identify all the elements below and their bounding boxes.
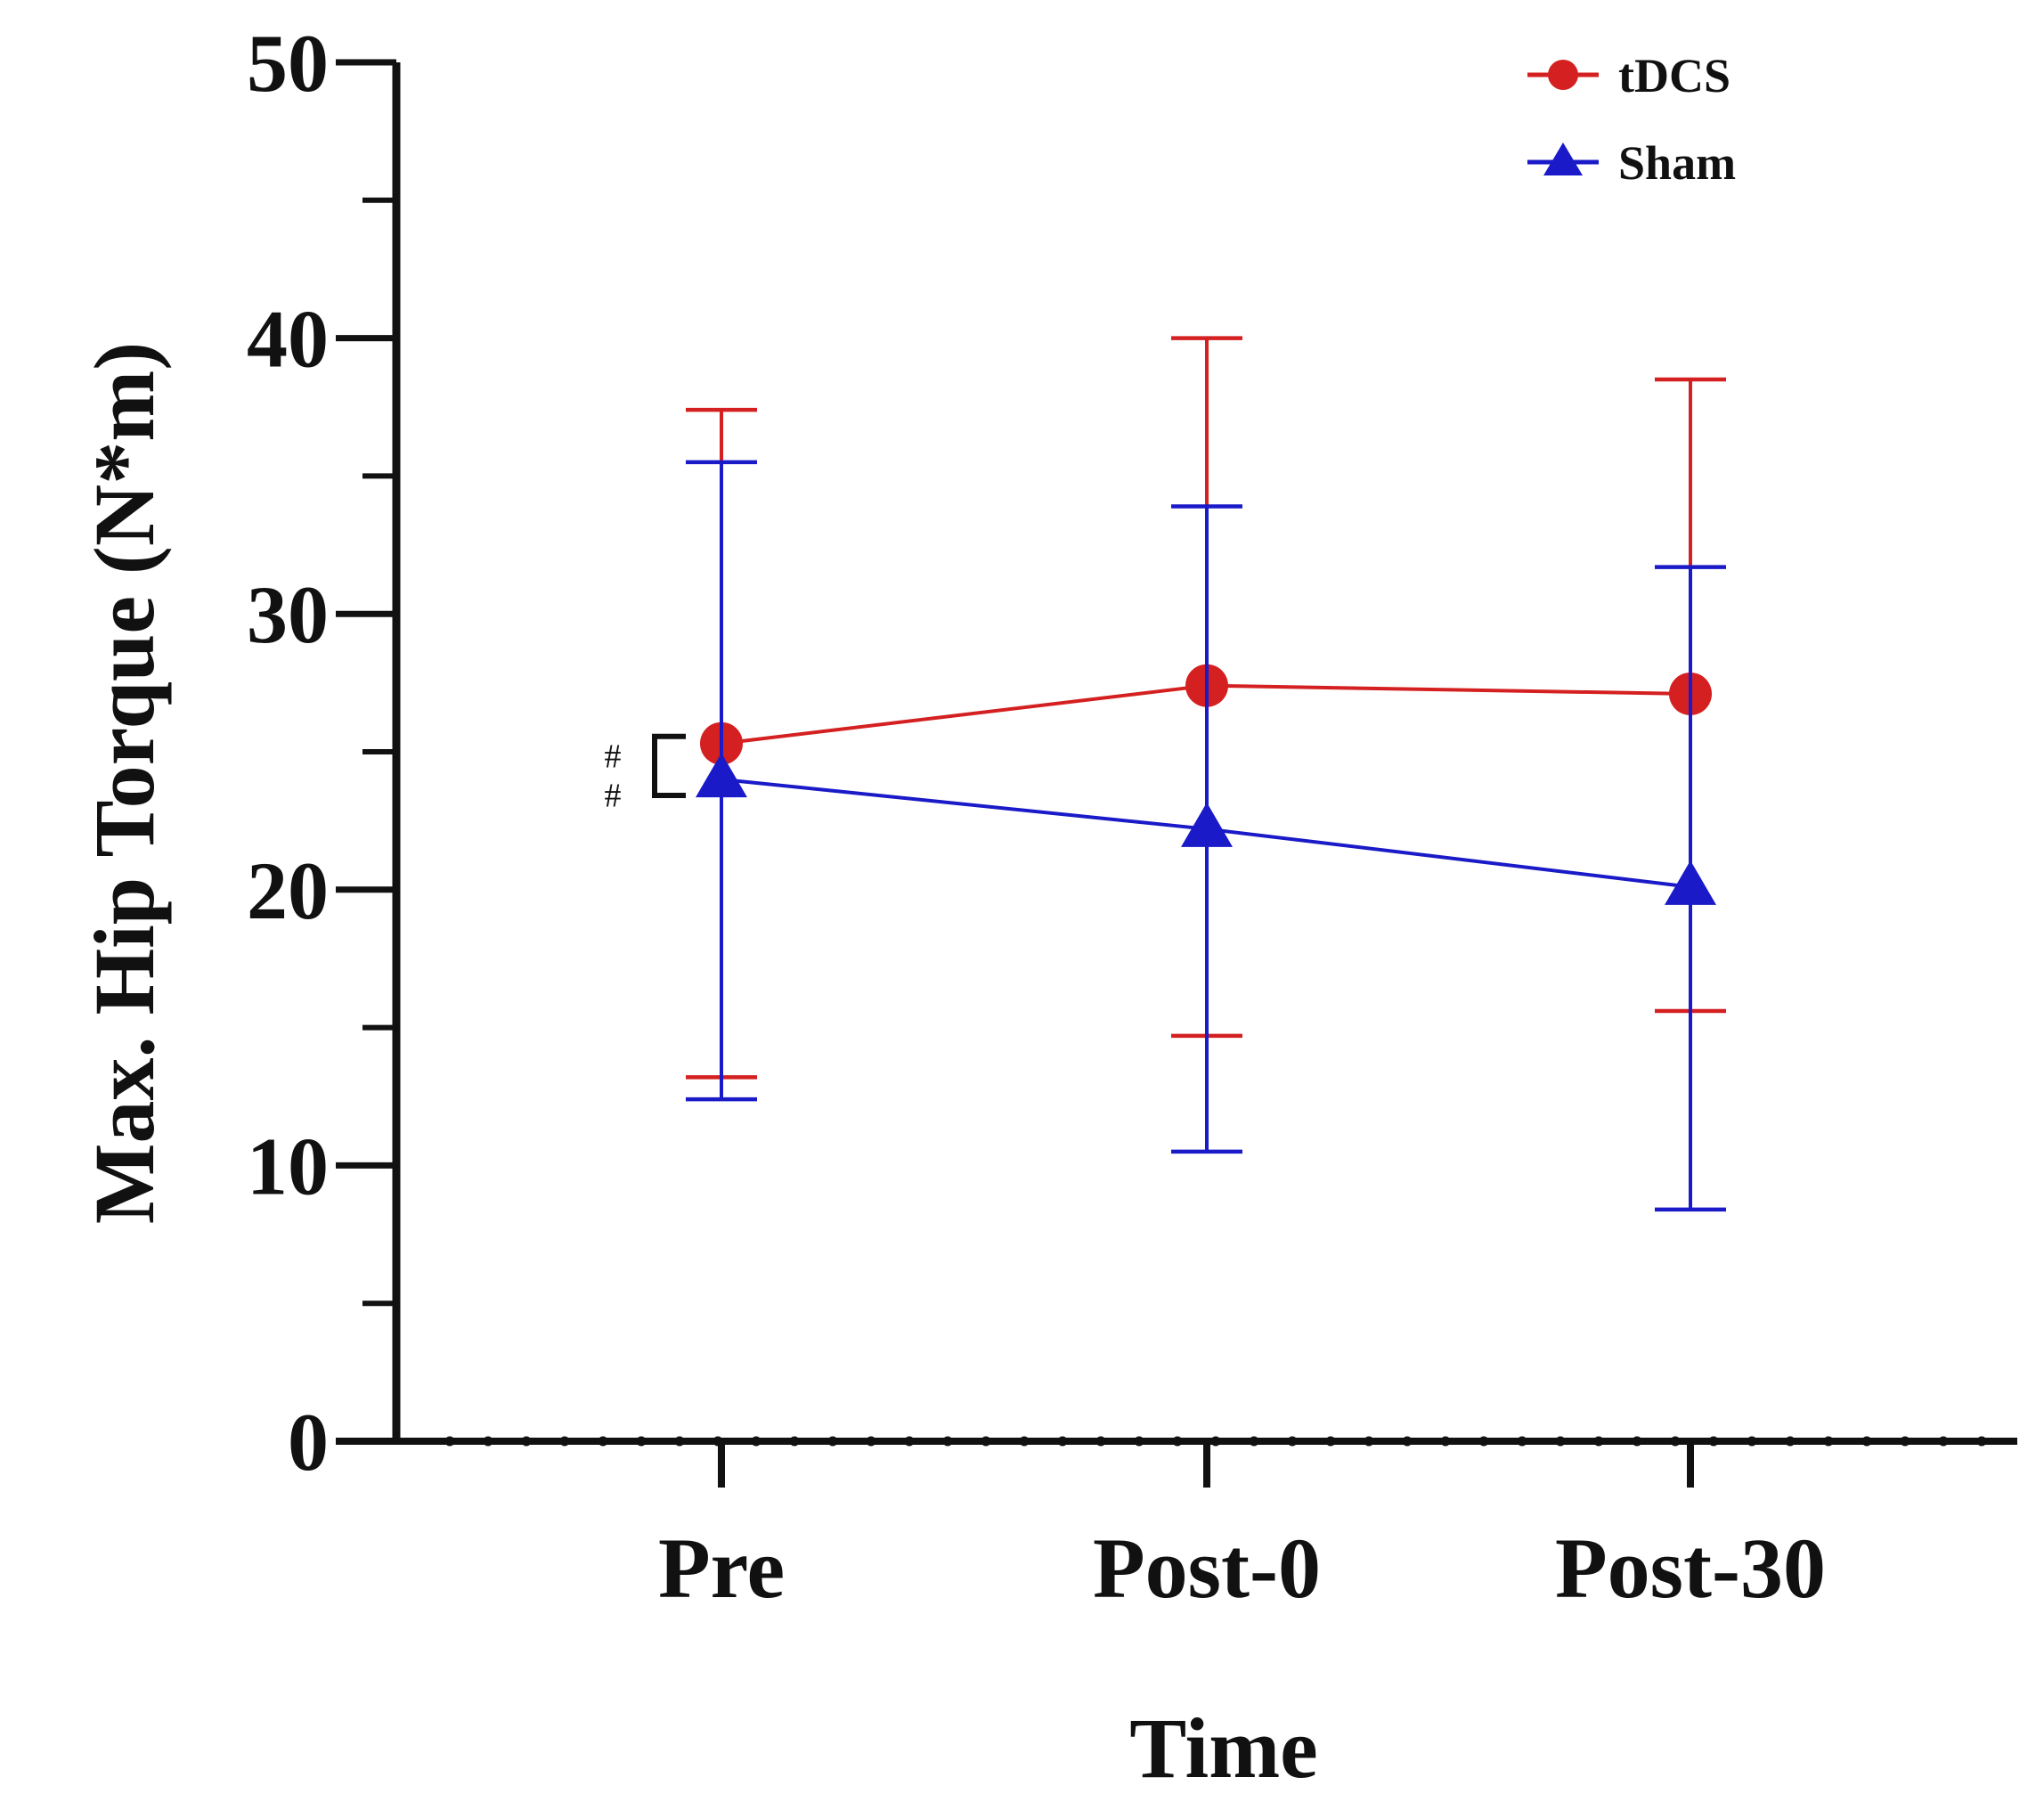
x-axis-dot (559, 1436, 570, 1447)
x-axis-dot (444, 1436, 455, 1447)
data-point (696, 753, 747, 798)
y-axis-title: Max. Hip Torque (N*m) (77, 342, 172, 1224)
x-axis-dot (1402, 1436, 1413, 1447)
x-tick-label: Post-0 (1093, 1520, 1321, 1616)
x-axis-dot (1632, 1436, 1642, 1447)
x-axis-dot (1210, 1436, 1221, 1447)
x-axis-dot (1708, 1436, 1719, 1447)
y-tick-label: 40 (247, 294, 329, 385)
legend: tDCS Sham (1527, 49, 1736, 190)
x-axis-dot (1287, 1436, 1298, 1447)
data-point (1665, 860, 1716, 905)
y-tick-label: 10 (247, 1121, 329, 1211)
x-axis-dot (1134, 1436, 1144, 1447)
x-axis-dot (1057, 1436, 1068, 1447)
x-axis-dot (636, 1436, 647, 1447)
x-axis-dot (1938, 1436, 1949, 1447)
x-axis-dot (1861, 1436, 1872, 1447)
x-axis-dot (1823, 1436, 1834, 1447)
axes (336, 59, 2017, 1488)
x-axis-dot (827, 1436, 838, 1447)
y-tick-label: 30 (247, 569, 329, 660)
labels: 0 10 20 30 40 50 Pre Post-0 Post-30 Time Max. Hip … (77, 18, 1826, 1796)
x-axis-dot (1440, 1436, 1451, 1447)
x-axis-dot (1478, 1436, 1489, 1447)
legend-label: tDCS (1618, 49, 1730, 102)
x-axis-dot (483, 1436, 493, 1447)
legend-label: Sham (1618, 136, 1736, 190)
x-axis-dot (1517, 1436, 1527, 1447)
x-tick-label: Pre (658, 1520, 785, 1616)
x-tick-label: Post-30 (1555, 1520, 1826, 1616)
x-axis-dot (981, 1436, 991, 1447)
x-axis-dot (521, 1436, 532, 1447)
x-axis-dot (1747, 1436, 1757, 1447)
x-axis-dot (1670, 1436, 1681, 1447)
x-axis-dot (1900, 1436, 1910, 1447)
significance-mark: # (605, 738, 622, 776)
x-axis-dot (1785, 1436, 1796, 1447)
x-axis-dot (904, 1436, 915, 1447)
series-sham (686, 460, 1726, 1212)
series-layer (686, 336, 1726, 1212)
x-axis-dot (942, 1436, 953, 1447)
x-axis-dot (1095, 1436, 1106, 1447)
x-axis-dot (866, 1436, 876, 1447)
annotation-layer: ## (605, 733, 686, 815)
x-axis-dot (1249, 1436, 1259, 1447)
x-axis-dot (1172, 1436, 1183, 1447)
x-axis-dot (1019, 1436, 1030, 1447)
x-axis-dot (1593, 1436, 1604, 1447)
legend-marker (1548, 60, 1578, 90)
y-tick-label: 50 (247, 18, 329, 109)
x-axis-title: Time (1129, 1700, 1318, 1796)
x-axis-dot (1555, 1436, 1566, 1447)
y-tick-label: 20 (247, 845, 329, 936)
x-axis-dot (751, 1436, 761, 1447)
legend-marker (1543, 143, 1583, 175)
legend-item-tdcs: tDCS (1527, 49, 1730, 102)
x-axis-dot (1976, 1436, 1987, 1447)
y-tick-label: 0 (288, 1397, 329, 1488)
x-axis-dot (789, 1436, 800, 1447)
data-point (1181, 802, 1233, 847)
x-axis-dot (598, 1436, 608, 1447)
x-axis-dot (674, 1436, 685, 1447)
significance-bracket (652, 733, 686, 798)
x-axis-dot (1325, 1436, 1336, 1447)
x-axis-dot (1364, 1436, 1374, 1447)
legend-item-sham: Sham (1527, 136, 1736, 190)
significance-mark: # (605, 778, 622, 815)
